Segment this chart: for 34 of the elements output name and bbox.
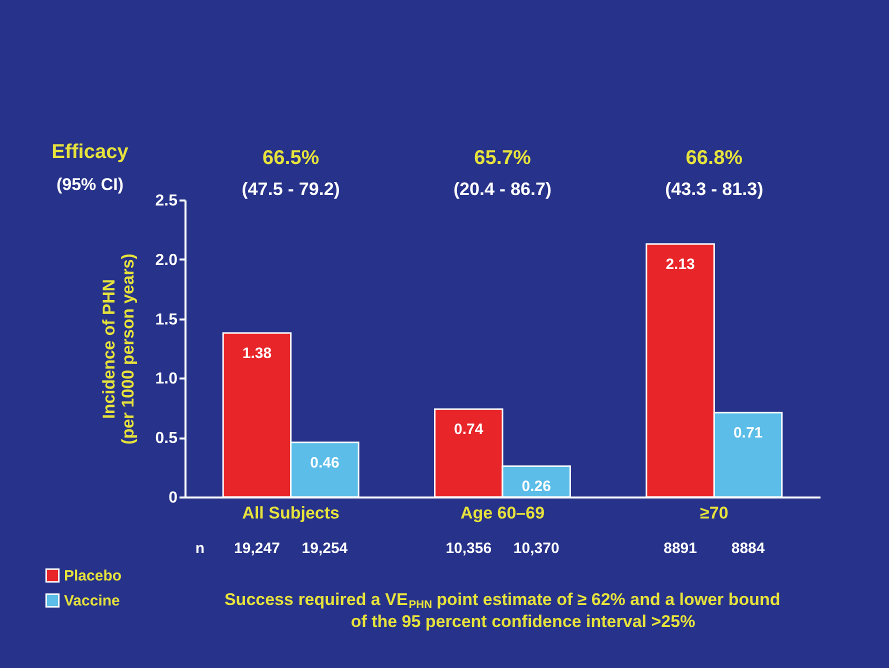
text: of the 95 percent confidence interval >25% bbox=[350, 612, 696, 631]
text: 8891 bbox=[664, 540, 697, 557]
text: (20.4 - 86.7) bbox=[453, 179, 552, 199]
text: 10,356 bbox=[446, 540, 492, 557]
y-tick-label: 1.5 bbox=[155, 311, 178, 328]
y-tick-label: 2.5 bbox=[155, 192, 178, 210]
y-tick-label: 1.0 bbox=[155, 370, 178, 388]
data-label: 0.74 bbox=[454, 421, 484, 438]
data-label: 0.71 bbox=[733, 424, 763, 442]
text: 19,247 bbox=[234, 540, 280, 557]
text: 10,370 bbox=[513, 540, 560, 557]
data-label: 2.13 bbox=[666, 256, 695, 273]
legend-label: Placebo bbox=[64, 568, 122, 584]
y-axis-title: Incidence of PHN (per 1000 person years) bbox=[99, 254, 138, 444]
text: 8884 bbox=[731, 540, 766, 557]
x-tick-label: ≥70 bbox=[700, 504, 728, 522]
y-tick-label: 2.0 bbox=[155, 252, 178, 269]
text: 66.5% bbox=[262, 147, 320, 169]
data-label: 1.38 bbox=[242, 345, 272, 362]
x-tick-label: All Subjects bbox=[242, 504, 340, 522]
legend-label: Vaccine bbox=[64, 592, 120, 610]
text: (47.5 - 79.2) bbox=[242, 179, 340, 199]
text: Efficacy bbox=[52, 141, 130, 163]
y-tick-label: 0.5 bbox=[155, 430, 178, 448]
text: 65.7% bbox=[474, 147, 532, 169]
data-label: 0.26 bbox=[522, 478, 551, 496]
text: (43.3 - 81.3) bbox=[665, 179, 764, 199]
text: (95% CI) bbox=[56, 175, 124, 194]
text: 19,254 bbox=[302, 540, 348, 557]
data-label: 0.46 bbox=[310, 454, 340, 472]
x-tick-label: Age 60–69 bbox=[460, 504, 545, 522]
text: 66.8% bbox=[686, 147, 743, 169]
text: n bbox=[195, 540, 205, 557]
y-tick-label: 0 bbox=[168, 490, 178, 506]
